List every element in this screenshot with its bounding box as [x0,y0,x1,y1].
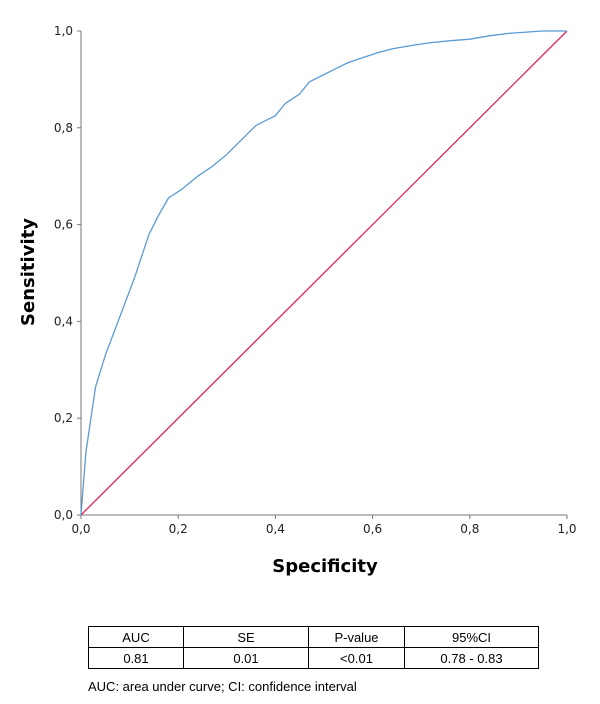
y-tick-label: 1,0 [54,24,73,38]
chart-axes [77,30,568,519]
x-tick-label: 0,8 [460,522,479,536]
chart-lines [80,30,568,516]
cell-auc: 0.81 [88,647,184,669]
statistics-table: AUC SE P-value 95%CI 0.81 0.01 <0.01 0.7… [88,626,539,669]
cell-se: 0.01 [183,647,309,669]
footnote: AUC: area under curve; CI: confidence in… [88,679,357,694]
reference-line [80,30,568,516]
table-header-row: AUC SE P-value 95%CI [88,626,539,648]
x-tick-label: 0,4 [266,522,285,536]
header-auc: AUC [88,626,184,648]
x-tick-label: 1,0 [557,522,576,536]
roc-curve-line [80,30,567,516]
header-p-value: P-value [308,626,405,648]
table-row: 0.81 0.01 <0.01 0.78 - 0.83 [88,647,539,669]
header-ci: 95%CI [404,626,539,648]
x-tick-label: 0,2 [169,522,188,536]
x-tick-label: 0,6 [363,522,382,536]
y-axis-title: Sensitivity [18,218,39,326]
y-tick-label: 0,2 [54,411,73,425]
roc-chart: 0,0 0,2 0,4 0,6 0,8 1,0 0,0 0,2 0,4 0,6 0,8 1,0 Spe… [18,24,577,577]
cell-p-value: <0.01 [308,647,405,669]
x-axis-title: Specificity [272,556,378,577]
y-tick-label: 0,4 [54,314,73,328]
header-se: SE [183,626,309,648]
tick-labels: 0,0 0,2 0,4 0,6 0,8 1,0 0,0 0,2 0,4 0,6 0,8 1,0 [54,24,577,536]
y-tick-label: 0,8 [54,121,73,135]
x-tick-label: 0,0 [71,522,90,536]
y-tick-label: 0,6 [54,218,73,232]
y-tick-label: 0,0 [54,508,73,522]
cell-ci: 0.78 - 0.83 [404,647,539,669]
